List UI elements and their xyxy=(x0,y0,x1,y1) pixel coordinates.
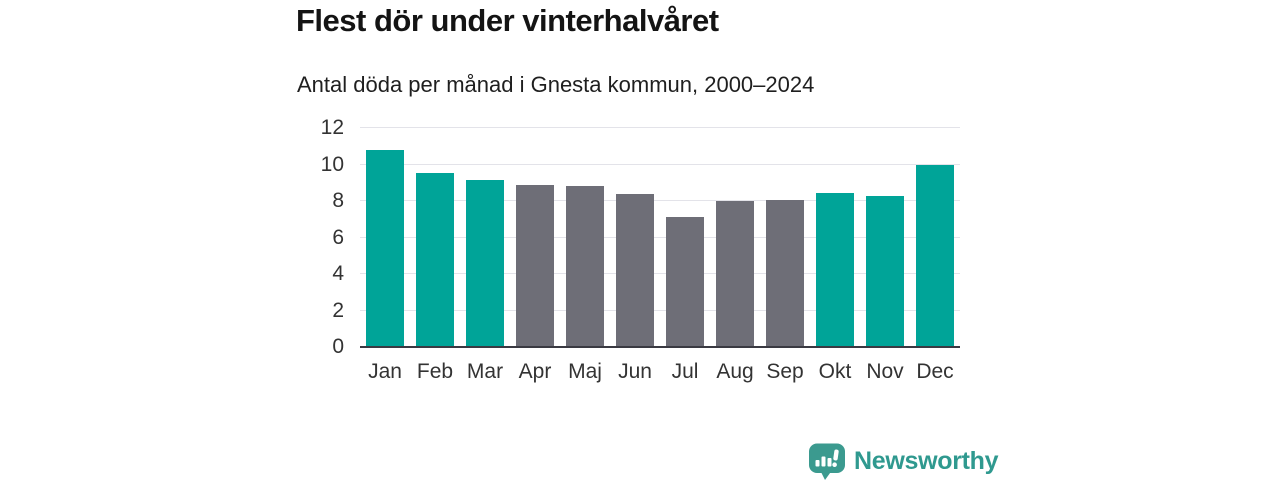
bar-dec xyxy=(916,164,954,347)
bar-jul xyxy=(666,217,704,347)
gridline-2 xyxy=(360,309,960,311)
x-tick-label-okt: Okt xyxy=(818,360,852,383)
x-tick-label-sep: Sep xyxy=(766,360,804,383)
bar-slot-okt xyxy=(810,128,860,347)
bar-slot-jun xyxy=(610,128,660,347)
bar-slot-nov xyxy=(860,128,910,347)
bar-sep xyxy=(766,200,804,347)
x-tick-label-jan: Jan xyxy=(368,360,402,383)
y-tick-label-10: 10 xyxy=(320,152,344,176)
newsworthy-logo-text: Newsworthy xyxy=(854,447,999,475)
bar-aug xyxy=(716,201,754,347)
x-tick-label-jul: Jul xyxy=(671,360,699,383)
gridline-8 xyxy=(360,200,960,201)
x-tick-label-apr: Apr xyxy=(518,360,552,383)
x-tick-label-jun: Jun xyxy=(618,360,652,383)
bar-slot-feb xyxy=(410,128,460,347)
gridline-10 xyxy=(360,163,960,165)
bar-mar xyxy=(466,180,504,347)
x-tick-label-feb: Feb xyxy=(416,360,454,383)
x-tick-label-mar: Mar xyxy=(466,360,504,383)
y-tick-label-2: 2 xyxy=(332,298,344,322)
gridline-4 xyxy=(360,273,960,274)
bar-jun xyxy=(616,193,654,347)
bar-chart-speech-bubble-icon xyxy=(809,443,845,480)
chart-title: Flest dör under vinterhalvåret xyxy=(296,3,719,38)
bar-okt xyxy=(816,192,854,347)
bar-slot-apr xyxy=(510,128,560,347)
y-tick-label-8: 8 xyxy=(332,189,344,212)
y-axis-tick-labels: 0 2 4 6 8 10 12 xyxy=(280,116,344,358)
bar-jan xyxy=(366,149,404,347)
x-axis-line xyxy=(360,346,960,348)
bar-feb xyxy=(416,172,454,347)
gridline-6 xyxy=(360,236,960,238)
x-tick-label-dec: Dec xyxy=(916,360,954,383)
gridline-12 xyxy=(360,127,960,128)
y-tick-label-12: 12 xyxy=(320,116,344,139)
bar-apr xyxy=(516,184,554,347)
bar-slot-jul xyxy=(660,128,710,347)
y-tick-label-4: 4 xyxy=(332,262,344,285)
chart-subtitle: Antal döda per månad i Gnesta kommun, 20… xyxy=(297,72,815,97)
newsworthy-logo: Newsworthy xyxy=(808,443,999,480)
bar-chart-plot xyxy=(360,127,960,348)
bar-nov xyxy=(866,196,904,347)
bar-slot-dec xyxy=(910,128,960,347)
bar-maj xyxy=(566,186,604,347)
x-axis-tick-labels: Jan Feb Mar Apr Maj Jun Jul Aug Sep Okt Nov Dec xyxy=(360,359,960,385)
y-tick-label-6: 6 xyxy=(332,225,344,249)
bars-container xyxy=(360,128,960,347)
bar-slot-sep xyxy=(760,128,810,347)
x-tick-label-maj: Maj xyxy=(568,360,602,383)
x-tick-label-aug: Aug xyxy=(716,360,754,383)
bar-slot-aug xyxy=(710,128,760,347)
bar-slot-mar xyxy=(460,128,510,347)
bar-slot-jan xyxy=(360,128,410,347)
x-tick-label-nov: Nov xyxy=(866,360,904,383)
y-tick-label-0: 0 xyxy=(332,335,344,358)
bar-slot-maj xyxy=(560,128,610,347)
